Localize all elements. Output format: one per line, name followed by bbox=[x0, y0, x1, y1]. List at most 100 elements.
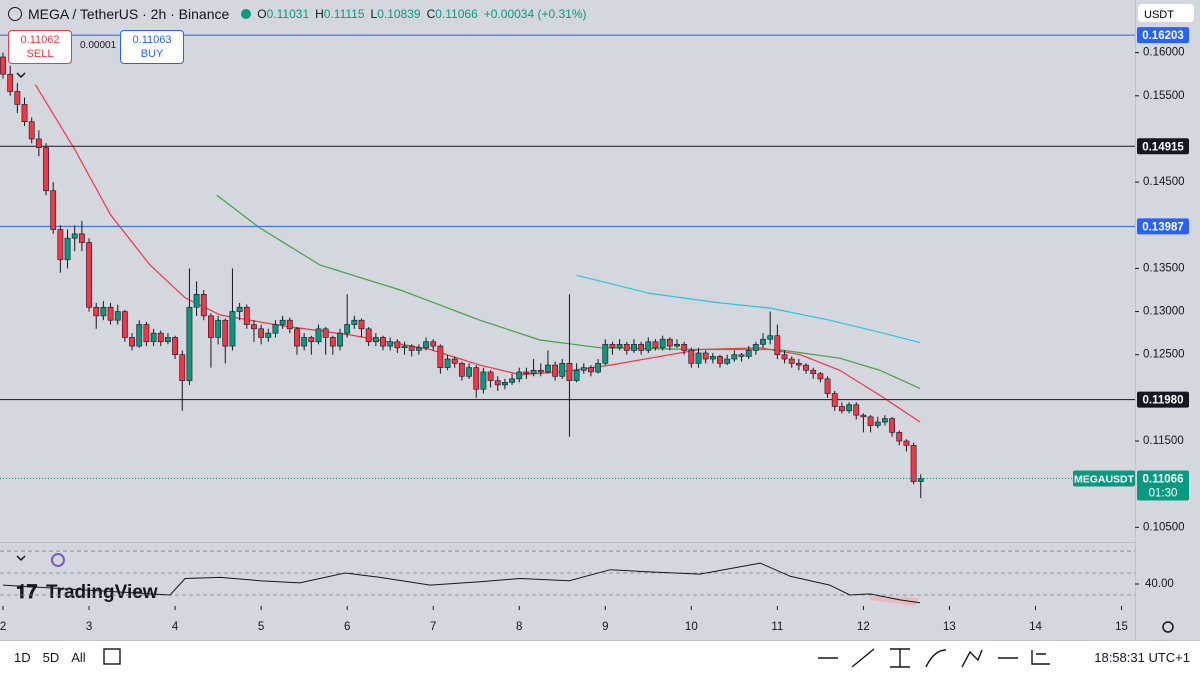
ohlc-key: H bbox=[315, 7, 324, 21]
candle-body bbox=[652, 341, 659, 349]
candle-body bbox=[831, 393, 838, 407]
candle-body bbox=[702, 352, 709, 360]
last-price: 0.11066 bbox=[1143, 474, 1184, 486]
candle-body bbox=[595, 363, 602, 373]
candle-body bbox=[588, 367, 594, 373]
candle-body bbox=[717, 356, 723, 364]
candle-body bbox=[315, 328, 322, 343]
moving-average bbox=[216, 194, 921, 389]
candle-body bbox=[294, 328, 300, 347]
candle-body bbox=[502, 382, 508, 386]
price-label-box bbox=[1137, 218, 1189, 235]
candle-body bbox=[795, 363, 802, 366]
currency-select[interactable]: USDT bbox=[1138, 4, 1194, 22]
moving-average bbox=[34, 84, 921, 423]
range-button[interactable]: 1D bbox=[14, 650, 31, 665]
buy-label: BUY bbox=[140, 48, 164, 60]
candle-body bbox=[437, 345, 444, 368]
candle-body bbox=[78, 233, 85, 243]
sell-button[interactable]: 0.11062 SELL bbox=[8, 30, 72, 64]
symbol[interactable]: MEGA / TetherUS · 2h · Binance bbox=[28, 6, 230, 22]
candle-body bbox=[43, 147, 49, 192]
buy-price: 0.11063 bbox=[132, 34, 172, 46]
candle-body bbox=[738, 354, 745, 357]
candle-body bbox=[458, 363, 465, 377]
ohlc-key: L bbox=[370, 7, 378, 21]
candle-body bbox=[889, 418, 895, 433]
price-label: 0.14915 bbox=[1142, 141, 1184, 153]
candle-body bbox=[179, 354, 186, 381]
ohlc-value: 0.11066 bbox=[435, 7, 478, 21]
candle-body bbox=[380, 337, 386, 347]
candle-body bbox=[681, 344, 688, 351]
countdown: 01:30 bbox=[1149, 488, 1178, 500]
candle-body bbox=[559, 363, 566, 377]
candle-body bbox=[301, 337, 308, 347]
x-tick-label: 15 bbox=[1115, 621, 1128, 633]
plot-area bbox=[0, 34, 1135, 499]
candle-body bbox=[552, 364, 558, 377]
candle-body bbox=[860, 414, 867, 418]
candle-body bbox=[917, 478, 924, 482]
spread: 0.00001 bbox=[80, 40, 117, 51]
buy-button[interactable]: 0.11063 BUY bbox=[120, 30, 184, 64]
x-tick-label: 8 bbox=[516, 621, 522, 633]
ohlc-item: L0.10839 bbox=[371, 7, 421, 21]
price-label-box bbox=[1137, 27, 1189, 44]
indicator-zone bbox=[870, 596, 920, 606]
candle-body bbox=[14, 91, 21, 105]
candle-body bbox=[258, 328, 265, 338]
candle-body bbox=[415, 347, 422, 351]
status-dot bbox=[241, 9, 252, 19]
collapse-icon[interactable] bbox=[16, 555, 26, 562]
candle-body bbox=[745, 350, 752, 357]
candle-body bbox=[516, 371, 523, 380]
candle-body bbox=[229, 311, 236, 347]
candle-body bbox=[35, 138, 42, 148]
candle-body bbox=[193, 294, 200, 308]
candle-body bbox=[480, 371, 487, 390]
moving-average bbox=[576, 274, 921, 344]
candle-body bbox=[810, 369, 817, 375]
settings-icon[interactable] bbox=[1162, 621, 1174, 633]
candle-body bbox=[50, 190, 57, 230]
range-button[interactable]: 5D bbox=[42, 650, 60, 665]
drawing-tools[interactable] bbox=[103, 648, 1050, 668]
candle-body bbox=[322, 328, 329, 338]
price-label-box bbox=[1137, 391, 1189, 408]
candle-body bbox=[100, 306, 107, 317]
candle-body bbox=[387, 341, 394, 347]
ohlc-value: 0.11115 bbox=[323, 7, 365, 21]
candle-body bbox=[853, 404, 860, 416]
candle-body bbox=[774, 335, 781, 356]
candle-body bbox=[71, 233, 78, 239]
indicator-tick-label: 40.00 bbox=[1145, 578, 1174, 590]
logo-mark: 𝟏𝟕 bbox=[16, 582, 38, 603]
candle-body bbox=[867, 416, 874, 426]
candle-body bbox=[344, 324, 351, 334]
candle-body bbox=[846, 404, 852, 412]
candle-body bbox=[64, 237, 71, 261]
candle-body bbox=[874, 421, 881, 426]
x-tick-label: 10 bbox=[685, 621, 698, 633]
candle-body bbox=[695, 352, 702, 364]
candle-body bbox=[824, 378, 831, 394]
candle-body bbox=[279, 319, 286, 325]
refresh-icon[interactable] bbox=[51, 553, 65, 567]
candle-body bbox=[523, 371, 530, 375]
candle-body bbox=[781, 354, 788, 360]
candle-body bbox=[251, 324, 257, 330]
y-tick-label: 0.11500 bbox=[1143, 435, 1184, 447]
range-button[interactable]: All bbox=[71, 650, 86, 665]
ohlc-value: 0.11031 bbox=[266, 7, 310, 21]
range-buttons: 1D 5D All bbox=[14, 650, 86, 665]
candle-body bbox=[709, 356, 716, 360]
price-label-box bbox=[1137, 138, 1189, 155]
candle-body bbox=[358, 319, 365, 330]
sell-label: SELL bbox=[26, 48, 54, 60]
candle-body bbox=[803, 364, 809, 371]
candle-body bbox=[150, 332, 157, 343]
collapse-icon[interactable] bbox=[16, 72, 26, 79]
symbol-icon bbox=[8, 7, 22, 21]
